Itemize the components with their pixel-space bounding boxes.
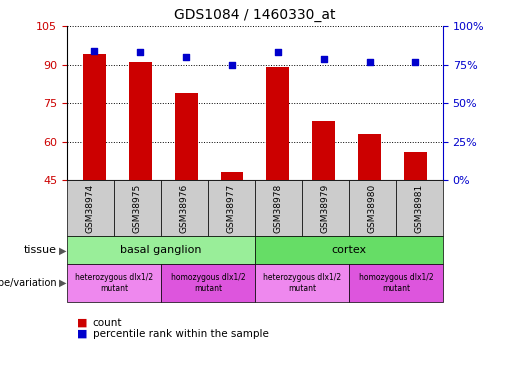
Bar — [266, 67, 289, 180]
Text: homozygous dlx1/2
mutant: homozygous dlx1/2 mutant — [170, 273, 245, 293]
Point — [411, 58, 420, 64]
Point — [320, 56, 328, 62]
Text: ▶: ▶ — [59, 245, 67, 255]
Bar — [220, 172, 244, 180]
Text: ■: ■ — [77, 329, 88, 339]
Text: ▶: ▶ — [59, 278, 67, 288]
Bar — [312, 121, 335, 180]
Point — [366, 58, 374, 64]
Bar — [83, 54, 106, 180]
Text: count: count — [93, 318, 122, 327]
Point — [274, 50, 282, 55]
Point — [228, 62, 236, 68]
Text: tissue: tissue — [24, 245, 57, 255]
Title: GDS1084 / 1460330_at: GDS1084 / 1460330_at — [174, 9, 336, 22]
Text: ■: ■ — [77, 318, 88, 327]
Text: GSM38975: GSM38975 — [133, 183, 142, 233]
Text: GSM38980: GSM38980 — [368, 183, 377, 233]
Bar — [175, 93, 198, 180]
Bar — [404, 152, 427, 180]
Text: percentile rank within the sample: percentile rank within the sample — [93, 329, 269, 339]
Text: heterozygous dlx1/2
mutant: heterozygous dlx1/2 mutant — [75, 273, 153, 293]
Text: basal ganglion: basal ganglion — [120, 245, 202, 255]
Point — [136, 50, 144, 55]
Bar — [129, 62, 152, 180]
Point — [182, 54, 190, 60]
Text: genotype/variation: genotype/variation — [0, 278, 57, 288]
Text: GSM38981: GSM38981 — [415, 183, 424, 233]
Text: GSM38977: GSM38977 — [227, 183, 236, 233]
Text: GSM38978: GSM38978 — [274, 183, 283, 233]
Text: GSM38979: GSM38979 — [321, 183, 330, 233]
Point — [90, 48, 98, 54]
Text: cortex: cortex — [331, 245, 367, 255]
Text: heterozygous dlx1/2
mutant: heterozygous dlx1/2 mutant — [263, 273, 341, 293]
Bar — [358, 134, 381, 180]
Text: GSM38976: GSM38976 — [180, 183, 189, 233]
Text: GSM38974: GSM38974 — [86, 184, 95, 232]
Text: homozygous dlx1/2
mutant: homozygous dlx1/2 mutant — [358, 273, 433, 293]
